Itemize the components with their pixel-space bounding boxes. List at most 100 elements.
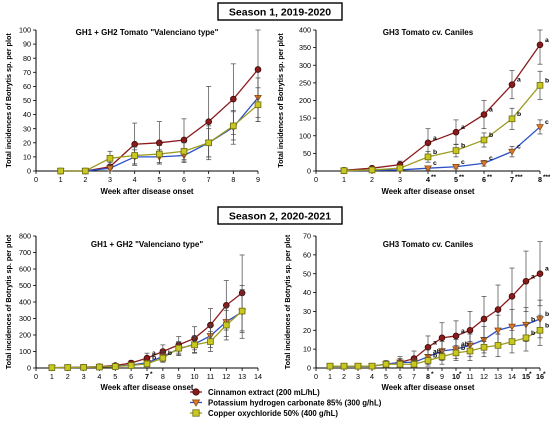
series-3 <box>48 289 246 371</box>
data-point <box>57 167 64 175</box>
series-3 <box>340 70 544 174</box>
data-point <box>222 321 230 329</box>
data-point <box>508 293 516 300</box>
chart-title: GH3 Tomato cv. Caniles <box>383 240 474 249</box>
x-tick-significance: * <box>529 371 532 378</box>
data-point <box>48 364 56 371</box>
legend-label: Cinnamon extract (200 mL/hL) <box>208 388 320 397</box>
x-tick-label: 0 <box>34 175 38 184</box>
data-point <box>480 111 488 118</box>
data-point <box>494 342 502 349</box>
significance-letter: a <box>152 350 156 357</box>
data-point <box>368 362 376 370</box>
x-tick-label: 13 <box>494 372 502 381</box>
chart-panel-3: GH1 + GH2 "Valenciano type"0100200300400… <box>4 232 262 392</box>
significance-letter: b <box>461 345 465 352</box>
y-tick-label: 0 <box>307 364 311 373</box>
season1-header: Season 1, 2019-2020 <box>217 2 343 21</box>
y-axis-label: Total incidences of Botrytis sp. per plo… <box>283 234 292 369</box>
legend-label: Potassium hydrogen carbonate 85% (300 g/… <box>208 398 382 407</box>
x-tick-label: 3 <box>398 175 402 184</box>
data-point <box>143 360 151 368</box>
chart-panel-2: GH3 Tomato cv. Caniles050100150200250300… <box>276 26 550 196</box>
x-tick-label: 16 <box>536 372 544 381</box>
season2-header: Season 2, 2020-2021 <box>217 206 343 225</box>
significance-letter: a <box>461 124 465 131</box>
data-point <box>466 347 474 355</box>
y-tick-label: 500 <box>19 281 31 290</box>
data-point <box>522 334 530 342</box>
data-point <box>508 115 516 123</box>
y-tick-label: 600 <box>19 265 31 274</box>
data-point <box>480 136 488 144</box>
data-point <box>508 323 516 331</box>
data-point <box>82 167 89 175</box>
significance-letter: b <box>531 317 535 324</box>
y-tick-label: 700 <box>19 248 31 257</box>
x-tick-significance: * <box>150 371 153 378</box>
data-point <box>452 147 460 154</box>
y-tick-label: 350 <box>299 43 311 52</box>
significance-letter: b <box>545 322 549 329</box>
y-tick-label: 90 <box>23 40 31 49</box>
x-tick-label: 4 <box>97 372 101 381</box>
data-point <box>80 364 87 371</box>
x-tick-label: 1 <box>59 175 63 184</box>
data-point <box>452 349 460 357</box>
x-tick-label: 9 <box>177 372 181 381</box>
x-tick-label: 6 <box>182 175 186 184</box>
x-tick-label: 15 <box>522 372 530 381</box>
data-point <box>424 139 432 147</box>
x-tick-label: 13 <box>238 372 246 381</box>
data-point <box>64 364 72 371</box>
significance-letter: a <box>545 37 549 44</box>
x-tick-label: 14 <box>508 372 516 381</box>
data-point <box>480 343 488 351</box>
y-tick-label: 300 <box>19 314 31 323</box>
significance-letter: c <box>433 160 437 167</box>
x-tick-label: 1 <box>50 372 54 381</box>
y-tick-label: 100 <box>19 26 31 35</box>
data-point <box>180 136 188 144</box>
significance-letter: c <box>517 144 521 151</box>
x-tick-label: 1 <box>342 175 346 184</box>
x-tick-label: 0 <box>314 175 318 184</box>
season1-label: Season 1, 2019-2020 <box>229 7 331 19</box>
y-tick-label: 400 <box>299 26 311 35</box>
data-point <box>438 334 446 342</box>
x-tick-label: 2 <box>66 372 70 381</box>
x-tick-label: 8 <box>426 372 430 381</box>
legend-marker <box>192 388 200 396</box>
x-tick-label: 10 <box>452 372 460 381</box>
data-point <box>508 81 516 88</box>
y-tick-label: 400 <box>19 298 31 307</box>
series-line <box>343 126 541 172</box>
data-point <box>131 140 138 148</box>
legend-marker <box>191 399 201 407</box>
y-tick-label: 80 <box>23 54 31 63</box>
x-tick-label: 5 <box>454 175 458 184</box>
x-tick-label: 7 <box>510 175 514 184</box>
x-tick-significance: ** <box>431 174 437 181</box>
x-tick-label: 12 <box>480 372 488 381</box>
x-tick-significance: * <box>431 371 434 378</box>
y-tick-label: 40 <box>303 288 311 297</box>
significance-letter: b <box>152 355 156 362</box>
x-tick-label: 11 <box>207 372 214 381</box>
x-tick-label: 3 <box>108 175 112 184</box>
data-point <box>326 362 334 370</box>
data-point <box>106 165 114 173</box>
x-tick-label: 2 <box>342 372 346 381</box>
significance-letter: a <box>461 328 465 335</box>
y-tick-label: 0 <box>27 167 31 176</box>
data-point <box>480 160 488 168</box>
significance-letter: b <box>489 132 493 139</box>
x-tick-significance: ** <box>459 174 465 181</box>
x-tick-label: 11 <box>466 372 473 381</box>
data-point <box>106 155 114 162</box>
x-axis-label: Week after disease onset <box>381 187 474 196</box>
significance-letter: b <box>168 350 172 357</box>
y-tick-label: 10 <box>23 153 31 162</box>
